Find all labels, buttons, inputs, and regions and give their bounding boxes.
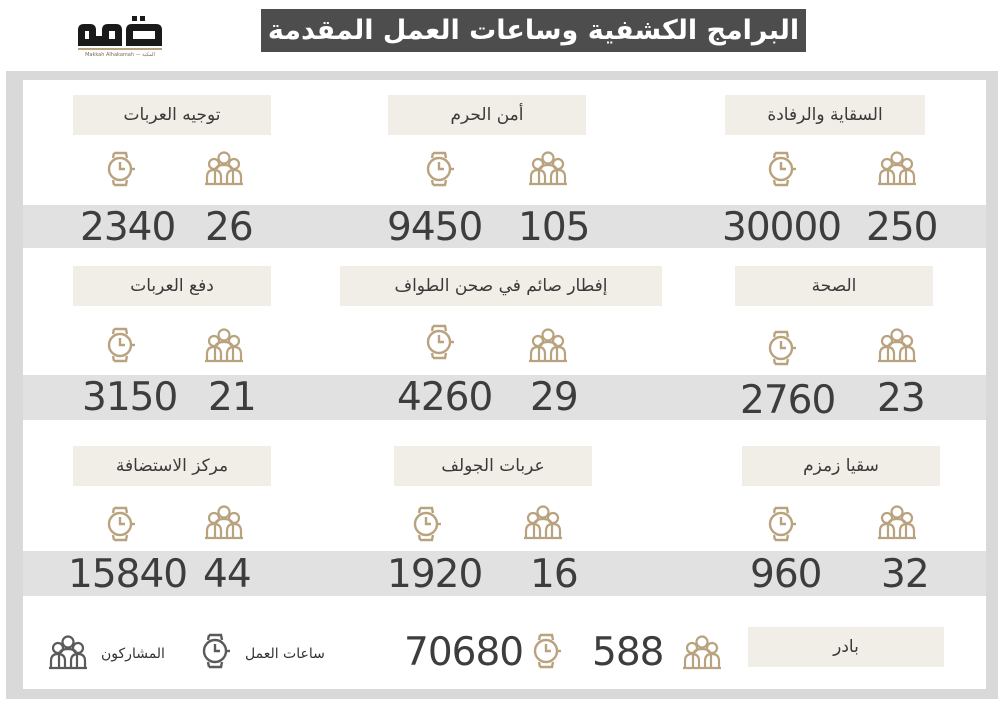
participants-count: 23 (877, 376, 926, 421)
hours-count: 2340 (80, 205, 176, 250)
total-label: بادر (748, 627, 944, 667)
numbers-band-2 (23, 375, 986, 420)
hours-count: 30000 (722, 205, 842, 250)
hours-count: 1920 (387, 552, 483, 597)
hours-count: 2760 (740, 378, 836, 423)
hours-count: 3150 (82, 375, 178, 420)
participants-count: 29 (530, 375, 579, 420)
logo-tagline: Makkah Alhakamah — المكية (85, 52, 155, 58)
participants-icon (527, 327, 569, 363)
legend-participants-icon (47, 634, 89, 670)
participants-count: 44 (203, 552, 252, 597)
program-label: دفع العربات (73, 266, 271, 306)
program-label: عربات الجولف (394, 446, 592, 486)
clock-icon (765, 506, 799, 542)
legend-clock-icon (199, 633, 233, 669)
participants-icon (203, 504, 245, 540)
participants-count: 32 (881, 552, 930, 597)
participants-icon (681, 634, 723, 670)
hours-count: 15840 (68, 552, 188, 597)
participants-count: 105 (518, 205, 590, 250)
clock-icon (530, 633, 564, 669)
total-participants-count: 588 (592, 630, 664, 675)
clock-icon (765, 151, 799, 187)
program-label: أمن الحرم (388, 95, 586, 135)
participants-icon (203, 327, 245, 363)
clock-icon (104, 151, 138, 187)
participants-icon (876, 504, 918, 540)
legend-participants-label: المشاركون (101, 646, 165, 662)
legend-hours-label: ساعات العمل (245, 646, 325, 662)
hours-count: 4260 (397, 375, 493, 420)
hours-count: 960 (750, 552, 822, 597)
participants-icon (876, 150, 918, 186)
clock-icon (410, 506, 444, 542)
participants-icon (522, 504, 564, 540)
clock-icon (104, 327, 138, 363)
participants-icon (203, 150, 245, 186)
participants-icon (876, 327, 918, 363)
program-label: الصحة (735, 266, 933, 306)
participants-count: 250 (866, 205, 938, 250)
participants-icon (527, 150, 569, 186)
numbers-band-3 (23, 551, 986, 596)
total-hours-count: 70680 (404, 630, 524, 675)
hours-count: 9450 (387, 205, 483, 250)
clock-icon (423, 324, 457, 360)
program-label: إفطار صائم في صحن الطواف (340, 266, 662, 306)
program-label: مركز الاستضافة (73, 446, 271, 486)
program-label: السقاية والرفادة (725, 95, 925, 135)
clock-icon (104, 506, 138, 542)
page-title: البرامج الكشفية وساعات العمل المقدمة (261, 9, 806, 52)
program-label: توجيه العربات (73, 95, 271, 135)
program-label: سقيا زمزم (742, 446, 940, 486)
logo: Makkah Alhakamah — المكية (72, 12, 168, 62)
clock-icon (423, 151, 457, 187)
numbers-band-1 (23, 205, 986, 248)
makkah-logo-icon (78, 16, 162, 50)
programs-panel (6, 71, 998, 699)
participants-count: 26 (205, 205, 254, 250)
participants-count: 16 (530, 552, 579, 597)
clock-icon (765, 330, 799, 366)
participants-count: 21 (208, 375, 257, 420)
